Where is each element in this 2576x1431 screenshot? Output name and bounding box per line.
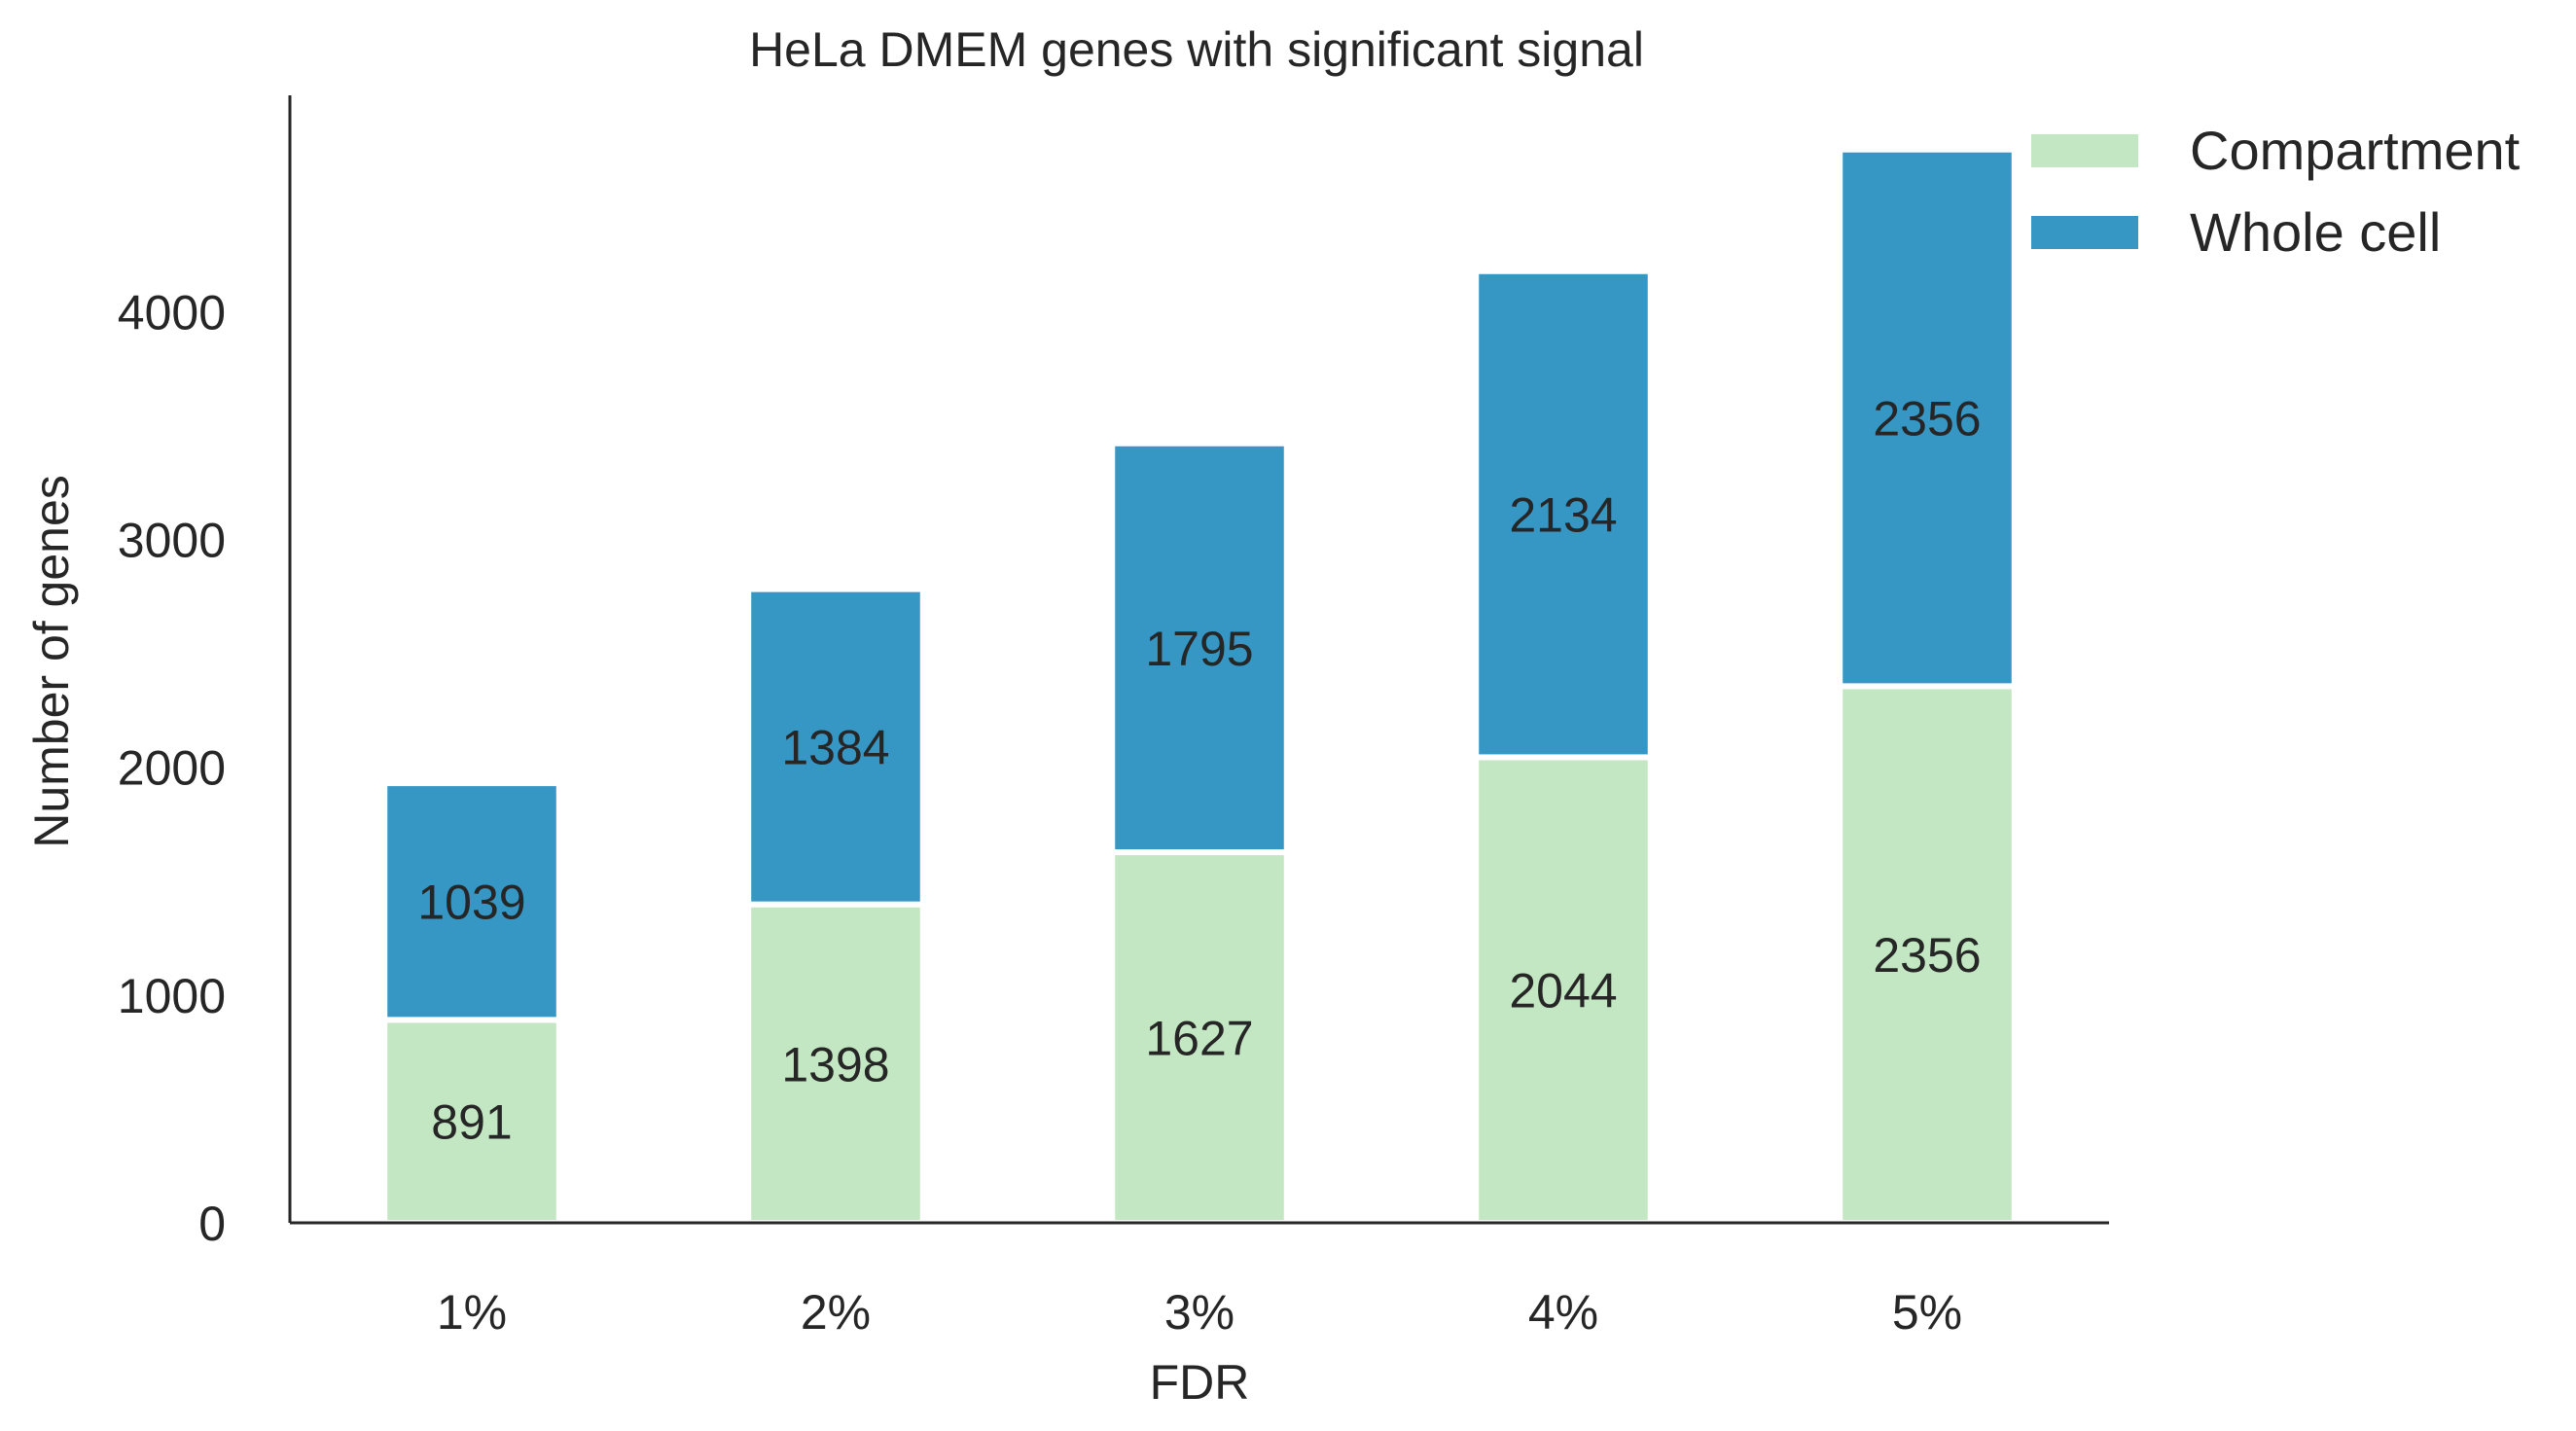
bars-group bbox=[381, 146, 2018, 1227]
x-tick-label: 5% bbox=[1892, 1285, 1962, 1340]
legend-label-compartment: Compartment bbox=[2190, 120, 2521, 181]
y-axis-label: Number of genes bbox=[24, 475, 79, 848]
y-tick-label: 0 bbox=[198, 1197, 226, 1251]
legend-label-whole-cell: Whole cell bbox=[2190, 201, 2441, 263]
y-tick-label: 4000 bbox=[118, 285, 226, 340]
y-tick-label: 3000 bbox=[118, 514, 226, 568]
data-label-whole-cell-5: 2356 bbox=[1873, 392, 1981, 447]
data-label-compartment-3: 1627 bbox=[1145, 1012, 1253, 1066]
data-label-whole-cell-2: 1384 bbox=[781, 721, 889, 775]
bar-whole-cell-2 bbox=[745, 586, 926, 908]
data-label-compartment-4: 2044 bbox=[1509, 964, 1617, 1019]
legend-swatch-whole-cell bbox=[2031, 216, 2138, 249]
chart-title: HeLa DMEM genes with significant signal bbox=[749, 22, 1644, 77]
bar-whole-cell-1 bbox=[381, 780, 562, 1023]
x-tick-label: 2% bbox=[801, 1285, 871, 1340]
x-tick-labels: 1% 2% 3% 4% 5% bbox=[437, 1285, 1962, 1340]
x-tick-label: 4% bbox=[1528, 1285, 1598, 1340]
data-label-whole-cell-3: 1795 bbox=[1145, 622, 1253, 676]
x-tick-label: 3% bbox=[1164, 1285, 1234, 1340]
bar-whole-cell-3 bbox=[1109, 440, 1290, 856]
data-labels-group: 891 1039 1398 1384 1627 1795 2044 2134 2356 2356 bbox=[417, 392, 1981, 1150]
y-tick-label: 1000 bbox=[118, 969, 226, 1023]
data-label-whole-cell-1: 1039 bbox=[417, 876, 525, 930]
bar-compartment-1 bbox=[381, 1017, 562, 1226]
x-axis-label: FDR bbox=[1150, 1355, 1250, 1410]
data-label-whole-cell-4: 2134 bbox=[1509, 488, 1617, 543]
x-tick-label: 1% bbox=[437, 1285, 507, 1340]
bar-whole-cell-4 bbox=[1473, 268, 1654, 761]
data-label-compartment-1: 891 bbox=[431, 1095, 512, 1150]
y-tick-labels: 0 1000 2000 3000 4000 bbox=[118, 285, 226, 1251]
data-label-compartment-2: 1398 bbox=[781, 1037, 889, 1091]
legend-swatch-compartment bbox=[2031, 134, 2138, 167]
y-tick-label: 2000 bbox=[118, 741, 226, 796]
bar-whole-cell-5 bbox=[1837, 146, 2018, 690]
legend: Compartment Whole cell bbox=[2031, 120, 2521, 263]
data-label-compartment-5: 2356 bbox=[1873, 928, 1981, 983]
